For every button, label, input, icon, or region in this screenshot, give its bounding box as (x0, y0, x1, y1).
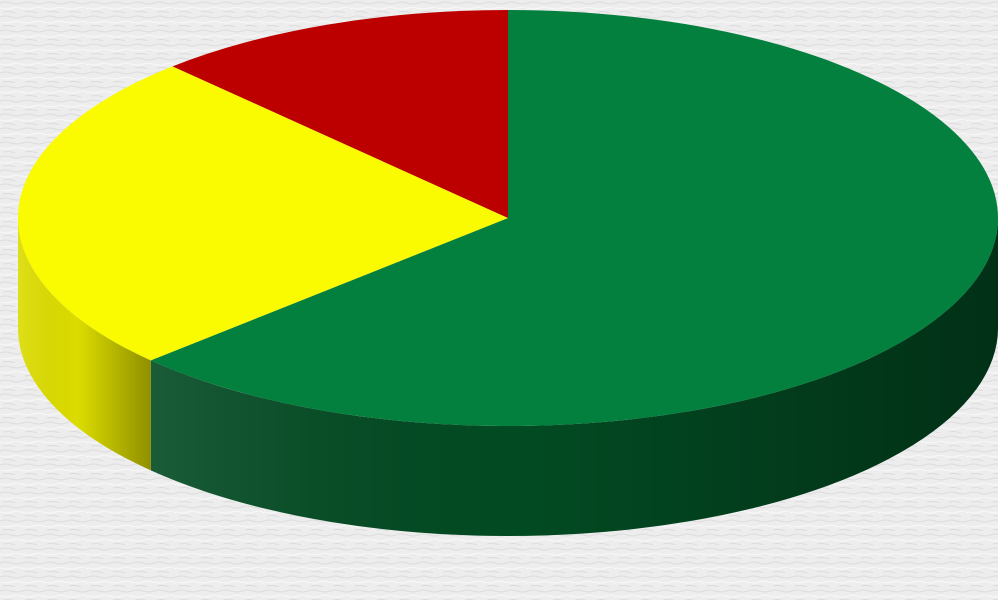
pie-side-walls (18, 218, 998, 536)
pie-top-faces (17, 10, 998, 426)
pie-slice-2 (17, 66, 509, 361)
pie-slice-1 (150, 10, 998, 426)
pie-slice-side-shading-1 (150, 218, 998, 536)
pie-slice-side-shading-2 (18, 218, 151, 471)
pie-slice-3 (172, 10, 509, 218)
